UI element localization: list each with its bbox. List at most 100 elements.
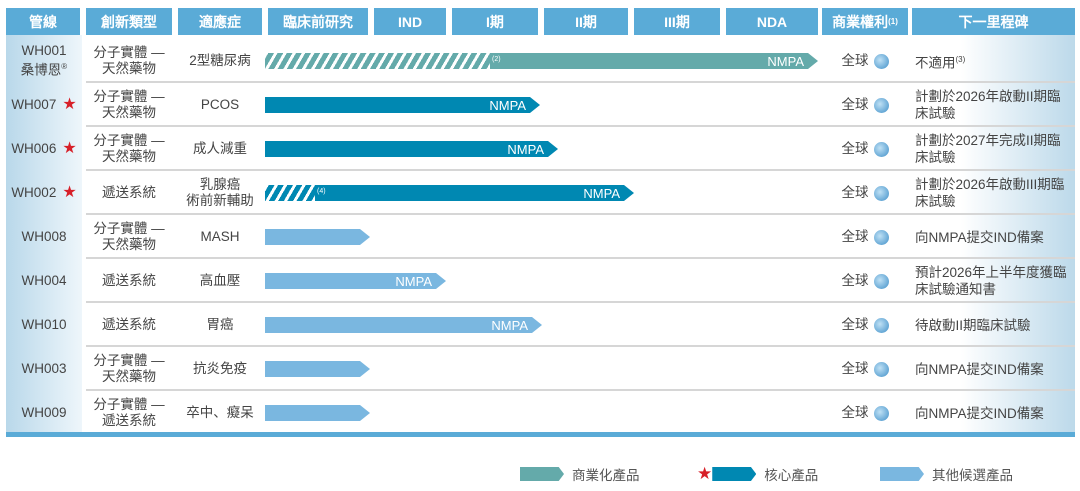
header-0: 管線 xyxy=(6,8,80,35)
globe-icon xyxy=(873,53,889,69)
row-divider xyxy=(86,345,1075,347)
progress-bar: NMPA xyxy=(265,141,558,157)
progress-bar: NMPA xyxy=(265,317,542,333)
star-icon: ★ xyxy=(62,140,77,157)
legend-core: ★ 核心產品 xyxy=(697,464,818,484)
indication-text: 高血壓 xyxy=(199,273,241,288)
header-label: IND xyxy=(397,13,423,30)
star-icon: ★ xyxy=(697,464,713,483)
header-label: 下一里程碑 xyxy=(958,13,1029,30)
pipeline-cell: WH001 桑博恩® xyxy=(6,39,82,83)
milestone-cell: 向NMPA提交IND備案 xyxy=(915,215,1073,259)
globe-icon xyxy=(873,97,889,113)
indication-cell: 2型糖尿病 xyxy=(178,39,262,83)
milestone-cell: 不適用(3) xyxy=(915,39,1073,83)
milestone-column-bg xyxy=(912,35,1075,435)
pipeline-cell: WH007 ★ xyxy=(6,83,82,127)
indication-text: MASH xyxy=(200,229,240,244)
footnote-ref: (1) xyxy=(888,17,898,26)
header-label: II期 xyxy=(575,13,597,30)
milestone-cell: 待啟動II期臨床試驗 xyxy=(915,303,1073,347)
bar-label: NMPA xyxy=(583,185,620,201)
table-row: WH002 ★ 遞送系統 乳腺癌 術前新輔助 (4) NMPA 全球 計劃於2026… xyxy=(0,171,1080,215)
progress-bar xyxy=(265,405,370,421)
pipeline-column-bg xyxy=(6,35,82,435)
pipeline-id: WH009 xyxy=(21,405,67,420)
legend-label: 商業化產品 xyxy=(572,468,640,483)
pipeline-cell: WH003 xyxy=(6,347,82,391)
bar-label: NMPA xyxy=(507,141,544,157)
milestone-text: 向NMPA提交IND備案 xyxy=(915,361,1044,377)
rights-cell: 全球 xyxy=(822,259,908,303)
table-bottom-border xyxy=(6,432,1075,437)
rights-cell: 全球 xyxy=(822,391,908,435)
hatched-segment xyxy=(265,185,315,201)
progress-bar: (4) NMPA xyxy=(265,185,634,201)
globe-icon xyxy=(873,273,889,289)
milestone-text: 待啟動II期臨床試驗 xyxy=(915,317,1031,333)
type-cell: 遞送系統 xyxy=(86,303,172,347)
pipeline-cell: WH008 xyxy=(6,215,82,259)
footnote-ref: (3) xyxy=(955,54,966,64)
legend-label: 核心產品 xyxy=(764,468,819,483)
rights-cell: 全球 xyxy=(822,83,908,127)
row-divider xyxy=(86,257,1075,259)
header-label: 管線 xyxy=(29,13,57,30)
pipeline-id: WH008 xyxy=(21,229,67,244)
legend-label: 其他候選產品 xyxy=(932,468,1013,483)
progress-bar xyxy=(265,361,370,377)
rights-text: 全球 xyxy=(841,317,869,332)
type-text: 分子實體 — 天然藥物 xyxy=(93,221,165,252)
row-divider xyxy=(86,81,1075,83)
header-label: I期 xyxy=(486,13,504,30)
rights-cell: 全球 xyxy=(822,215,908,259)
type-text: 遞送系統 xyxy=(102,185,156,200)
type-text: 分子實體 — 天然藥物 xyxy=(93,133,165,164)
milestone-text: 計劃於2026年啟動III期臨床試驗 xyxy=(915,177,1065,209)
table-row: WH001 桑博恩® 分子實體 — 天然藥物 2型糖尿病 (2) NMPA 全球 不… xyxy=(0,39,1080,83)
rights-cell: 全球 xyxy=(822,171,908,215)
indication-cell: 成人減重 xyxy=(178,127,262,171)
header-8: NDA xyxy=(726,8,818,35)
header-label: 適應症 xyxy=(199,13,241,30)
milestone-cell: 向NMPA提交IND備案 xyxy=(915,347,1073,391)
header-label: 臨床前研究 xyxy=(283,13,353,30)
star-icon: ★ xyxy=(62,96,77,113)
pipeline-id: WH004 xyxy=(21,273,67,288)
rights-text: 全球 xyxy=(841,273,869,288)
row-divider xyxy=(86,213,1075,215)
type-cell: 遞送系統 xyxy=(86,259,172,303)
rights-text: 全球 xyxy=(841,405,869,420)
header-4: IND xyxy=(374,8,446,35)
indication-cell: 抗炎免疫 xyxy=(178,347,262,391)
type-cell: 遞送系統 xyxy=(86,171,172,215)
pipeline-id: WH003 xyxy=(21,361,67,376)
footnote-ref: (4) xyxy=(317,188,326,195)
indication-cell: 乳腺癌 術前新輔助 xyxy=(178,171,262,215)
header-label: III期 xyxy=(664,13,690,30)
indication-text: 成人減重 xyxy=(193,141,247,156)
table-row: WH006 ★ 分子實體 — 天然藥物 成人減重 NMPA 全球 計劃於2027年完… xyxy=(0,127,1080,171)
header-3: 臨床前研究 xyxy=(268,8,368,35)
type-cell: 分子實體 — 天然藥物 xyxy=(86,215,172,259)
pipeline-cell: WH004 xyxy=(6,259,82,303)
pipeline-cell: WH009 xyxy=(6,391,82,435)
milestone-cell: 預計2026年上半年度獲臨床試驗通知書 xyxy=(915,259,1073,303)
globe-icon xyxy=(873,141,889,157)
header-5: I期 xyxy=(452,8,538,35)
row-divider xyxy=(86,389,1075,391)
milestone-cell: 向NMPA提交IND備案 xyxy=(915,391,1073,435)
milestone-cell: 計劃於2027年完成II期臨床試驗 xyxy=(915,127,1073,171)
pipeline-id: WH006 xyxy=(11,141,57,156)
rights-cell: 全球 xyxy=(822,127,908,171)
indication-cell: 高血壓 xyxy=(178,259,262,303)
header-label: 商業權利 xyxy=(832,13,889,30)
globe-icon xyxy=(873,229,889,245)
progress-bar: (2) NMPA xyxy=(265,53,818,69)
pipeline-id: WH010 xyxy=(21,317,67,332)
type-text: 分子實體 — 天然藥物 xyxy=(93,353,165,384)
product-name: 桑博恩 xyxy=(20,62,62,78)
table-row: WH003 分子實體 — 天然藥物 抗炎免疫 全球 向NMPA提交IND備案 xyxy=(0,347,1080,391)
rights-text: 全球 xyxy=(841,185,869,200)
row-divider xyxy=(86,125,1075,127)
